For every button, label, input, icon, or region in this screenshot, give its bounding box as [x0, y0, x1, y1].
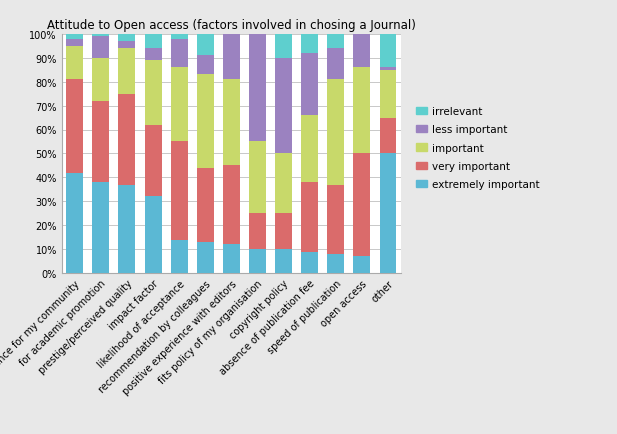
Bar [144, 197, 162, 273]
Bar [144, 125, 162, 197]
Bar [118, 35, 136, 42]
Bar [93, 35, 109, 37]
Bar [275, 214, 292, 250]
Bar [379, 154, 397, 273]
Bar [354, 0, 370, 68]
Title: Attitude to Open access (factors involved in chosing a Journal): Attitude to Open access (factors involve… [47, 19, 416, 32]
Bar [275, 35, 292, 59]
Bar [275, 154, 292, 214]
Bar [197, 35, 213, 56]
Bar [327, 35, 344, 49]
Bar [223, 80, 240, 166]
Bar [118, 49, 136, 94]
Bar [275, 250, 292, 273]
Bar [171, 68, 188, 142]
Bar [327, 49, 344, 80]
Bar [93, 59, 109, 102]
Bar [327, 254, 344, 273]
Bar [171, 39, 188, 68]
Bar [197, 75, 213, 168]
Bar [301, 116, 318, 183]
Bar [171, 240, 188, 273]
Bar [118, 94, 136, 185]
Bar [301, 183, 318, 252]
Bar [327, 80, 344, 185]
Bar [301, 35, 318, 54]
Bar [197, 242, 213, 273]
Bar [66, 173, 83, 273]
Bar [354, 68, 370, 154]
Bar [144, 49, 162, 61]
Legend: irrelevant, less important, important, very important, extremely important: irrelevant, less important, important, v… [416, 107, 540, 190]
Bar [275, 59, 292, 154]
Bar [354, 154, 370, 256]
Bar [249, 250, 266, 273]
Bar [93, 37, 109, 59]
Bar [379, 68, 397, 70]
Bar [249, 142, 266, 214]
Bar [354, 256, 370, 273]
Bar [327, 185, 344, 254]
Bar [197, 168, 213, 242]
Bar [171, 142, 188, 240]
Bar [66, 35, 83, 39]
Bar [118, 185, 136, 273]
Bar [118, 42, 136, 49]
Bar [66, 46, 83, 80]
Bar [66, 80, 83, 173]
Bar [223, 35, 240, 80]
Bar [223, 245, 240, 273]
Bar [301, 252, 318, 273]
Bar [197, 56, 213, 75]
Bar [249, 214, 266, 250]
Bar [223, 166, 240, 245]
Bar [249, 35, 266, 142]
Bar [379, 70, 397, 118]
Bar [301, 54, 318, 116]
Bar [379, 118, 397, 154]
Bar [93, 183, 109, 273]
Bar [171, 35, 188, 39]
Bar [66, 39, 83, 46]
Bar [144, 61, 162, 125]
Bar [93, 102, 109, 183]
Bar [379, 35, 397, 68]
Bar [144, 35, 162, 49]
